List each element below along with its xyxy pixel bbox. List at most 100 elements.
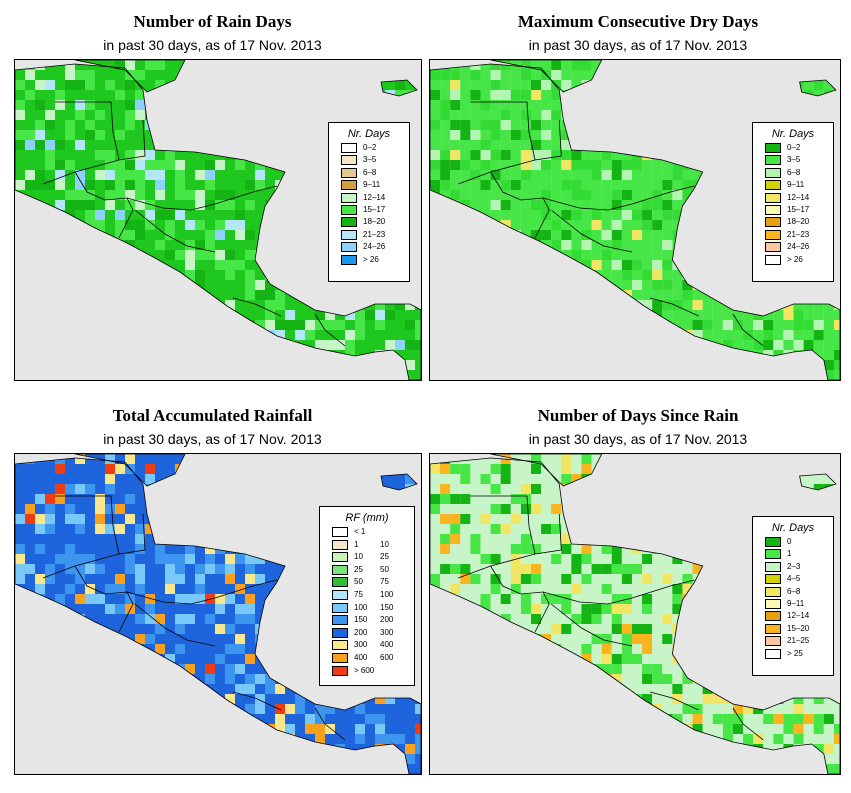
country-border	[732, 313, 764, 347]
legend-swatch	[765, 574, 781, 585]
legend-swatch	[332, 577, 348, 588]
panel-dry-days: Maximum Consecutive Dry Days in past 30 …	[425, 0, 851, 393]
legend-label: 12–14	[787, 192, 810, 202]
country-border	[490, 565, 550, 633]
legend-swatch	[765, 623, 781, 634]
legend-label: 24–26	[363, 242, 386, 252]
country-border	[314, 707, 346, 741]
country-border	[232, 691, 282, 711]
legend-swatch	[765, 648, 781, 659]
country-border	[118, 513, 146, 555]
map: RF (mm) < 1 1 10 10 25 25 50 50 75 75 100 100 150 150…	[14, 453, 422, 775]
legend-label: 9–11	[787, 180, 805, 190]
legend: Nr. Days 0–2 3–5 6–8 9–11 12–14 15–17 18–20 21–…	[752, 122, 834, 282]
legend: RF (mm) < 1 1 10 10 25 25 50 50 75 75 100 100 150 150…	[319, 506, 415, 686]
legend-lower-bound: 50	[354, 577, 363, 587]
country-border	[650, 297, 699, 317]
legend-swatch	[341, 180, 357, 191]
legend-upper-bound: 400	[380, 640, 394, 650]
legend-label: 3–5	[363, 155, 377, 165]
legend-swatch	[332, 615, 348, 626]
panel-title: Number of Days Since Rain	[537, 406, 739, 425]
legend-lower-bound: 100	[354, 602, 368, 612]
legend-swatch	[765, 143, 781, 153]
legend-label: 21–23	[787, 229, 810, 239]
legend-label: 0–2	[787, 143, 801, 152]
legend-swatch	[332, 653, 348, 663]
country-border	[314, 313, 346, 347]
legend-upper-bound: 200	[380, 615, 394, 625]
country-border	[542, 579, 695, 605]
legend-swatch	[765, 167, 781, 178]
coastline	[74, 454, 186, 487]
legend-swatch	[341, 155, 357, 166]
legend-label: 15–17	[363, 205, 386, 214]
legend-swatch	[765, 586, 781, 597]
legend-lower-bound: 300	[354, 640, 368, 650]
legend-lower-bound: 25	[354, 564, 363, 574]
legend-swatch	[341, 205, 357, 215]
legend-title: Nr. Days	[771, 128, 815, 140]
legend-label: 9–11	[363, 180, 381, 190]
legend-swatch	[765, 611, 781, 622]
coastline	[380, 79, 418, 97]
legend-upper-bound: 10	[380, 539, 389, 549]
country-border	[126, 185, 278, 211]
panel-total-rainfall: Total Accumulated Rainfall in past 30 da…	[0, 393, 425, 793]
legend-label: > 26	[363, 254, 379, 264]
legend-label: 24–26	[787, 242, 810, 252]
legend-swatch	[332, 527, 348, 537]
legend-swatch	[765, 192, 781, 203]
panel-subtitle: in past 30 days, as of 17 Nov. 2013	[528, 431, 748, 447]
legend-swatch	[341, 254, 357, 265]
legend-swatch	[765, 229, 781, 240]
legend-lower-bound: 150	[354, 615, 368, 625]
legend-swatch	[341, 242, 357, 253]
panel-subtitle: in past 30 days, as of 17 Nov. 2013	[528, 37, 748, 53]
legend-swatch	[765, 242, 781, 253]
legend-upper-bound: 600	[380, 653, 394, 662]
legend-label: 4–5	[787, 574, 801, 584]
legend-swatch	[765, 180, 781, 191]
legend-swatch	[765, 155, 781, 166]
country-border	[42, 495, 120, 579]
country-border	[134, 209, 216, 253]
panel-title: Maximum Consecutive Dry Days	[517, 12, 759, 31]
legend-label: 6–8	[363, 167, 377, 177]
legend-swatch	[332, 539, 348, 550]
panel-title: Total Accumulated Rainfall	[112, 406, 313, 425]
map: Nr. Days 0–2 3–5 6–8 9–11 12–14 15–17 18–20 21–…	[14, 59, 422, 381]
legend-title: RF (mm)	[345, 512, 389, 524]
legend-lower-bound: > 600	[354, 665, 375, 675]
panel-rain-days: Number of Rain Days in past 30 days, as …	[0, 0, 425, 393]
legend-label: 0	[787, 537, 792, 546]
map: Nr. Days 0 1 2–3 4–5 6–8 9–11 12–14 15–20 21–25 >…	[429, 453, 841, 775]
coastline	[799, 473, 837, 491]
map: Nr. Days 0–2 3–5 6–8 9–11 12–14 15–17 18–20 21–…	[429, 59, 841, 381]
legend: Nr. Days 0 1 2–3 4–5 6–8 9–11 12–14 15–20 21–25 >…	[752, 516, 834, 676]
coastline	[15, 457, 421, 774]
legend-label: 3–5	[787, 155, 801, 165]
legend-swatch	[341, 143, 357, 153]
country-border	[74, 171, 134, 239]
panel-title: Number of Rain Days	[133, 12, 292, 31]
legend-swatch	[332, 564, 348, 575]
legend-swatch	[765, 217, 781, 228]
country-border	[550, 209, 633, 253]
legend-label: 0–2	[363, 143, 377, 152]
legend-upper-bound: 150	[380, 602, 394, 612]
legend-swatch	[765, 205, 781, 215]
legend-label: 9–11	[787, 599, 805, 608]
country-border	[118, 119, 146, 161]
country-border	[42, 101, 120, 185]
legend-swatch	[765, 636, 781, 647]
legend-swatch	[332, 590, 348, 600]
legend-lower-bound: 10	[354, 552, 363, 562]
legend-label: 6–8	[787, 167, 801, 177]
country-border	[458, 101, 536, 185]
legend-swatch	[332, 627, 348, 638]
legend-swatch	[765, 599, 781, 609]
legend-lower-bound: < 1	[354, 527, 366, 536]
legend-label: 21–23	[363, 229, 386, 239]
legend-upper-bound: 100	[380, 590, 394, 599]
